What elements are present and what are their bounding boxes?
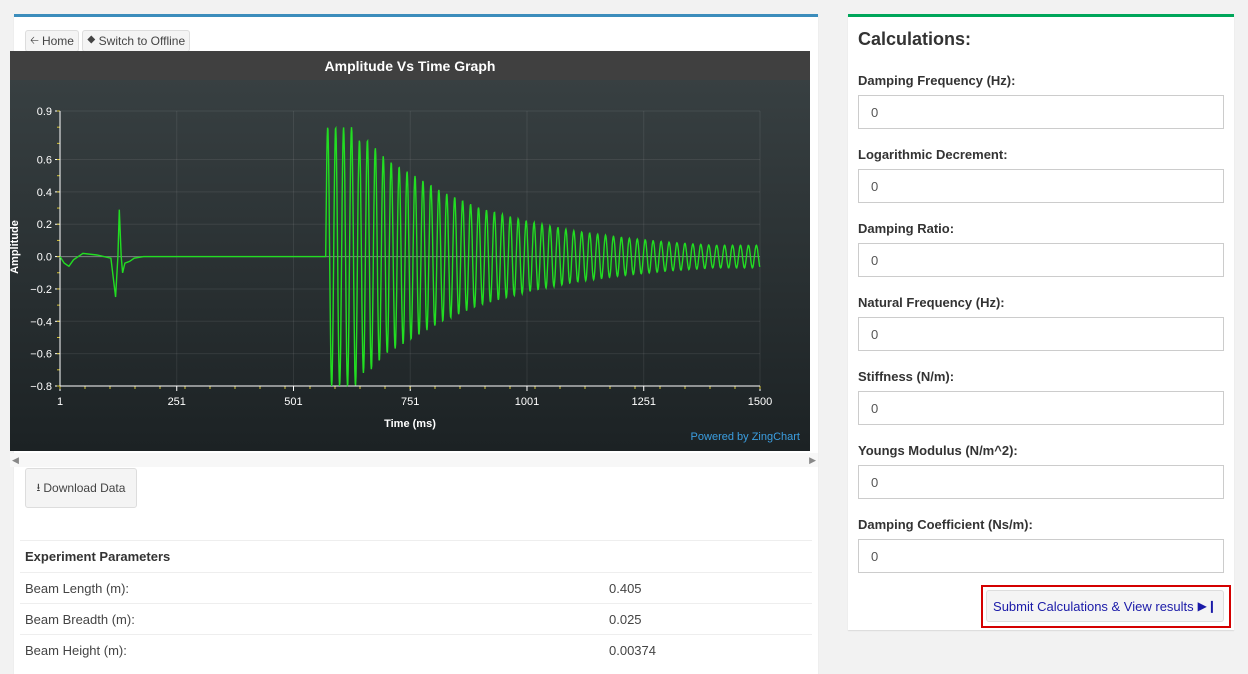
damping-ratio-input[interactable] xyxy=(858,243,1224,277)
download-data-button[interactable]: ⭳ Download Data xyxy=(25,468,137,508)
submit-calculations-button[interactable]: Submit Calculations & View results ▶❙ xyxy=(986,590,1224,622)
chart-background xyxy=(10,51,810,451)
label-log-decrement: Logarithmic Decrement: xyxy=(858,147,1008,162)
y-tick-label: −0.2 xyxy=(30,284,52,296)
label-damping-coefficient: Damping Coefficient (Ns/m): xyxy=(858,517,1033,532)
y-axis-label: Amplitude xyxy=(10,220,21,274)
label-damping-frequency: Damping Frequency (Hz): xyxy=(858,73,1016,88)
calculations-panel: Calculations: Damping Frequency (Hz): Lo… xyxy=(848,14,1234,630)
divider xyxy=(20,540,812,541)
log-decrement-input[interactable] xyxy=(858,169,1224,203)
natural-frequency-input[interactable] xyxy=(858,317,1224,351)
param-label-height: Beam Height (m): xyxy=(25,643,127,658)
x-tick-label: 251 xyxy=(168,396,186,408)
y-tick-label: 0.2 xyxy=(37,219,52,231)
download-data-label: Download Data xyxy=(43,481,126,495)
y-tick-label: 0.9 xyxy=(37,106,52,118)
damping-coefficient-input[interactable] xyxy=(858,539,1224,573)
x-tick-label: 1 xyxy=(57,396,63,408)
scroll-right-icon[interactable]: ▶ xyxy=(809,455,816,465)
y-tick-label: 0.4 xyxy=(37,187,52,199)
home-button-label: Home xyxy=(41,34,74,48)
param-value-length: 0.405 xyxy=(609,581,642,596)
divider xyxy=(20,572,812,573)
y-tick-label: −0.8 xyxy=(30,381,52,393)
home-button[interactable]: 🡠 Home xyxy=(25,30,79,52)
x-tick-label: 1251 xyxy=(631,396,655,408)
x-tick-label: 1500 xyxy=(748,396,772,408)
label-damping-ratio: Damping Ratio: xyxy=(858,221,955,236)
param-value-breadth: 0.025 xyxy=(609,612,642,627)
chart-title: Amplitude Vs Time Graph xyxy=(325,58,496,74)
label-youngs-modulus: Youngs Modulus (N/m^2): xyxy=(858,443,1018,458)
series-line xyxy=(59,125,761,388)
step-forward-icon: ▶❙ xyxy=(1197,599,1217,613)
divider xyxy=(20,603,812,604)
chart-title-bar xyxy=(10,51,810,80)
param-value-height: 0.00374 xyxy=(609,643,656,658)
label-stiffness: Stiffness (N/m): xyxy=(858,369,955,384)
submit-calculations-label: Submit Calculations & View results xyxy=(993,598,1194,614)
stiffness-input[interactable] xyxy=(858,391,1224,425)
x-tick-label: 1001 xyxy=(515,396,539,408)
calculations-title: Calculations: xyxy=(858,29,972,49)
download-icon: ⭳ xyxy=(36,481,41,494)
upload-icon: ⯁ xyxy=(86,34,96,47)
submit-highlight xyxy=(981,585,1231,628)
chart-scrollbar[interactable]: ◀ ▶ xyxy=(10,453,818,467)
chart-panel: 🡠 Home ⯁ Switch to Offline Amplitude Vs … xyxy=(9,14,818,674)
param-label-length: Beam Length (m): xyxy=(25,581,130,596)
y-tick-label: −0.6 xyxy=(30,349,52,361)
y-tick-label: 0.6 xyxy=(37,155,52,167)
youngs-modulus-input[interactable] xyxy=(858,465,1224,499)
x-tick-label: 751 xyxy=(401,396,419,408)
label-natural-frequency: Natural Frequency (Hz): xyxy=(858,295,1005,310)
amplitude-chart: Amplitude Vs Time Graph 0.9 0.6 0.4 0.2 0.0 −… xyxy=(9,51,810,451)
parameters-title: Experiment Parameters xyxy=(25,549,171,564)
y-tick-label: 0.0 xyxy=(37,252,52,264)
damping-frequency-input[interactable] xyxy=(858,95,1224,129)
x-axis-label: Time (ms) xyxy=(384,418,436,430)
param-label-breadth: Beam Breadth (m): xyxy=(25,612,135,627)
y-tick-label: −0.4 xyxy=(30,316,52,328)
x-tick-label: 501 xyxy=(284,396,302,408)
chart-svg: Amplitude Vs Time Graph 0.9 0.6 0.4 0.2 0.0 −… xyxy=(9,51,810,451)
switch-offline-button[interactable]: ⯁ Switch to Offline xyxy=(82,30,190,52)
chart-credit[interactable]: Powered by ZingChart xyxy=(691,431,800,443)
arrow-left-icon: 🡠 xyxy=(30,34,39,47)
scroll-left-icon[interactable]: ◀ xyxy=(12,455,19,465)
switch-offline-label: Switch to Offline xyxy=(98,34,186,48)
divider xyxy=(20,634,812,635)
